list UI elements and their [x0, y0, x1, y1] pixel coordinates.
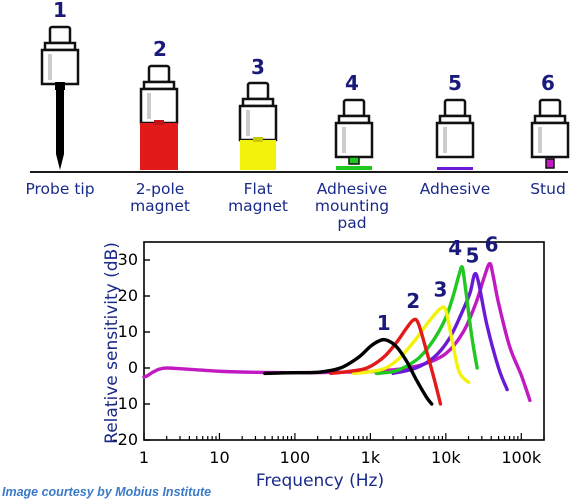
series-line-4 — [374, 265, 479, 376]
series-line-1 — [263, 337, 434, 406]
mount-1: 1 Probe tip — [25, 0, 94, 198]
y-tick-label: 10 — [118, 322, 138, 341]
x-axis-ticks: 1 10 100 1k 10k 100k — [139, 433, 545, 467]
sensor-connector — [48, 25, 72, 45]
mounting-pad — [336, 166, 372, 170]
mount-number: 2 — [153, 37, 167, 61]
mount-label: magnet — [228, 197, 288, 215]
probe-tip — [56, 84, 64, 170]
mount-5: 5 Adhesive — [420, 71, 491, 198]
sensor-highlight — [48, 54, 52, 80]
x-tick-label: 10k — [431, 448, 461, 467]
sensor-body — [334, 121, 374, 159]
mount-label: Flat — [244, 180, 273, 198]
series-label-6: 6 — [485, 233, 499, 257]
y-tick-label: -20 — [112, 430, 138, 449]
y-tick-label: 20 — [118, 286, 138, 305]
series-line-6 — [142, 261, 532, 403]
series-label-1: 1 — [377, 311, 391, 335]
sensor-connector — [538, 98, 562, 118]
plot-frame — [143, 241, 545, 441]
sensor-body — [40, 48, 80, 86]
mount-label: magnet — [130, 197, 190, 215]
x-tick-label: 10 — [209, 448, 229, 467]
y-axis-ticks: -20 -10 0 10 20 30 — [112, 250, 150, 449]
sensor-body — [435, 121, 475, 159]
series-label-5: 5 — [466, 243, 480, 267]
mount-label: 2-pole — [136, 180, 185, 198]
sensor-connector — [147, 64, 171, 84]
y-axis-title: Relative sensitivity (dB) — [102, 242, 122, 444]
x-tick-label: 100k — [501, 448, 542, 467]
mount-number: 1 — [53, 0, 67, 22]
mount-label: Stud — [530, 180, 566, 198]
magnet-stud — [253, 137, 263, 142]
image-credit: Image courtesy by Mobius Institute — [2, 485, 211, 499]
sensor-body — [530, 121, 570, 159]
mounting-stud — [545, 158, 555, 169]
series-label-3: 3 — [434, 278, 448, 302]
x-tick-label: 100 — [280, 448, 311, 467]
sensor-connector — [443, 98, 467, 118]
x-tick-label: 1k — [361, 448, 381, 467]
mount-label: mounting — [315, 197, 389, 215]
mount-label: Adhesive — [317, 180, 388, 198]
sensor-highlight — [443, 127, 447, 153]
sensor-connector — [342, 98, 366, 118]
series-labels: 12 34 5 6 — [377, 233, 499, 335]
series-lines — [142, 261, 532, 406]
sensor-highlight — [147, 93, 151, 119]
x-tick-label: 1 — [139, 448, 149, 467]
series-label-2: 2 — [406, 289, 420, 313]
flat-magnet — [240, 140, 276, 170]
x-axis-title: Frequency (Hz) — [256, 471, 384, 491]
sensor-highlight — [246, 110, 250, 136]
series-line-3 — [351, 305, 471, 385]
mount-6: 6 Stud — [530, 71, 570, 198]
mount-label: pad — [337, 214, 366, 232]
sensor-highlight — [538, 127, 542, 153]
y-tick-label: -10 — [112, 394, 138, 413]
probe-tip-base — [55, 82, 65, 90]
mount-label: Probe tip — [25, 180, 94, 198]
two-pole-magnet — [140, 123, 178, 170]
adhesive-layer — [437, 167, 473, 170]
sensor-body — [139, 87, 179, 125]
mount-number: 6 — [541, 71, 555, 95]
mount-number: 3 — [251, 55, 265, 79]
y-tick-label: 0 — [128, 358, 138, 377]
series-label-4: 4 — [448, 236, 462, 260]
magnet-stud — [154, 120, 164, 125]
mount-label: Adhesive — [420, 180, 491, 198]
sensor-body — [238, 104, 278, 142]
series-line-2 — [329, 317, 443, 406]
sensor-highlight — [342, 127, 346, 153]
mounting-pad-stud — [348, 156, 360, 165]
mount-number: 4 — [345, 71, 359, 95]
sensor-connector — [246, 81, 270, 101]
y-tick-label: 30 — [118, 250, 138, 269]
mount-number: 5 — [448, 71, 462, 95]
